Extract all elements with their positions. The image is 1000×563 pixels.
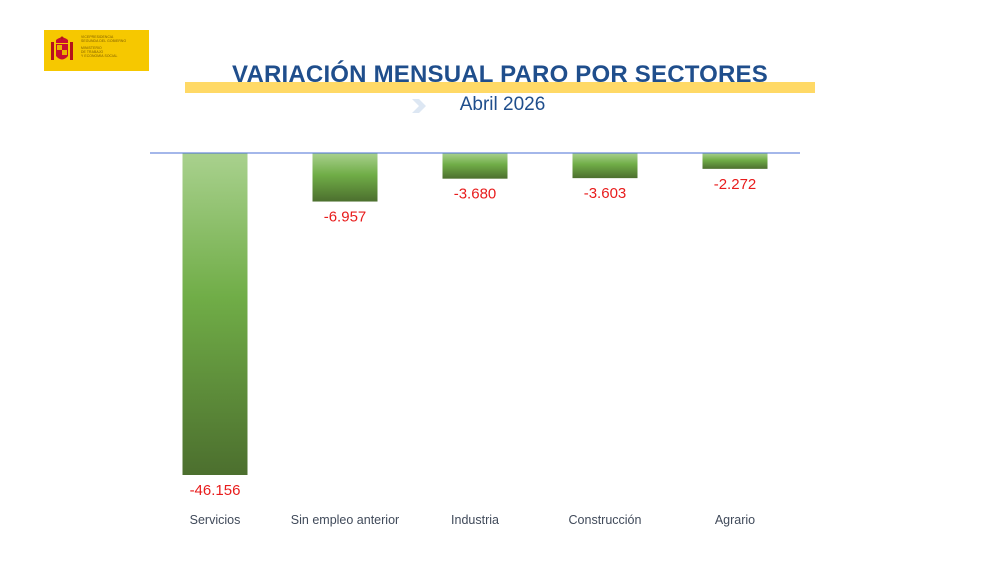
bar-industria <box>442 153 508 179</box>
data-label: -6.957 <box>324 209 367 226</box>
coat-of-arms-icon <box>51 36 73 60</box>
logo-line: DE TRABAJO <box>81 50 104 54</box>
bar-agrario <box>702 153 768 169</box>
category-label: Agrario <box>715 513 755 527</box>
bar-construcción <box>572 153 638 179</box>
bar-sin-empleo-anterior <box>312 153 378 202</box>
category-label: Sin empleo anterior <box>291 513 399 527</box>
data-label: -2.272 <box>714 176 757 193</box>
title-highlight-band <box>185 82 815 93</box>
chevron-right-icon <box>412 99 426 113</box>
data-label: -3.603 <box>584 185 627 202</box>
data-label: -3.680 <box>454 186 497 203</box>
bar-servicios <box>182 153 248 475</box>
logo-line: MINISTERIO <box>81 46 102 50</box>
chart-title: VARIACIÓN MENSUAL PARO POR SECTORES <box>232 61 768 88</box>
logo-line: Y ECONOMÍA SOCIAL <box>81 54 118 58</box>
category-label: Industria <box>451 513 499 527</box>
category-label: Servicios <box>190 513 241 527</box>
data-label: -46.156 <box>190 482 241 499</box>
logo-line: SEGUNDA DEL GOBIERNO <box>81 39 127 43</box>
chart-subtitle: Abril 2026 <box>459 94 546 115</box>
category-label: Construcción <box>569 513 642 527</box>
government-logo: VICEPRESIDENCIA SEGUNDA DEL GOBIERNO MIN… <box>44 30 149 71</box>
logo-line: VICEPRESIDENCIA <box>81 35 114 39</box>
